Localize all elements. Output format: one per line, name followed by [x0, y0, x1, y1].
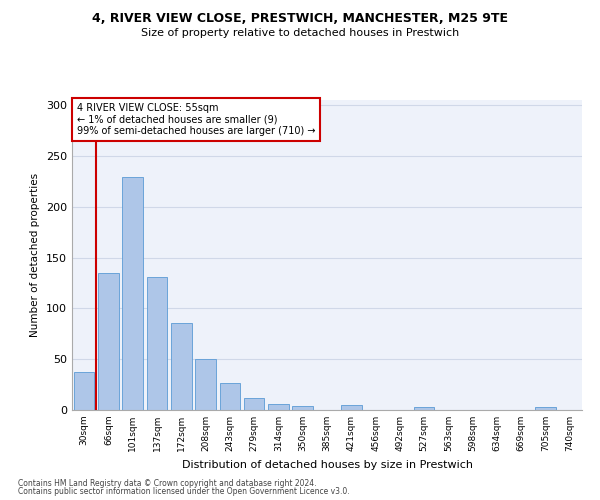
Text: 4, RIVER VIEW CLOSE, PRESTWICH, MANCHESTER, M25 9TE: 4, RIVER VIEW CLOSE, PRESTWICH, MANCHEST… [92, 12, 508, 26]
Text: Contains public sector information licensed under the Open Government Licence v3: Contains public sector information licen… [18, 487, 350, 496]
Bar [98, 273, 119, 410]
Bar [74, 372, 94, 410]
Bar [535, 407, 556, 410]
Bar [341, 405, 362, 410]
Bar [414, 407, 434, 410]
Bar [220, 382, 240, 410]
Bar [171, 322, 191, 410]
Bar [122, 177, 143, 410]
Bar [195, 359, 216, 410]
Bar [292, 406, 313, 410]
Y-axis label: Number of detached properties: Number of detached properties [31, 173, 40, 337]
Text: Contains HM Land Registry data © Crown copyright and database right 2024.: Contains HM Land Registry data © Crown c… [18, 478, 317, 488]
X-axis label: Distribution of detached houses by size in Prestwich: Distribution of detached houses by size … [182, 460, 473, 469]
Bar [244, 398, 265, 410]
Text: 4 RIVER VIEW CLOSE: 55sqm
← 1% of detached houses are smaller (9)
99% of semi-de: 4 RIVER VIEW CLOSE: 55sqm ← 1% of detach… [77, 103, 316, 136]
Bar [268, 404, 289, 410]
Text: Size of property relative to detached houses in Prestwich: Size of property relative to detached ho… [141, 28, 459, 38]
Bar [146, 277, 167, 410]
